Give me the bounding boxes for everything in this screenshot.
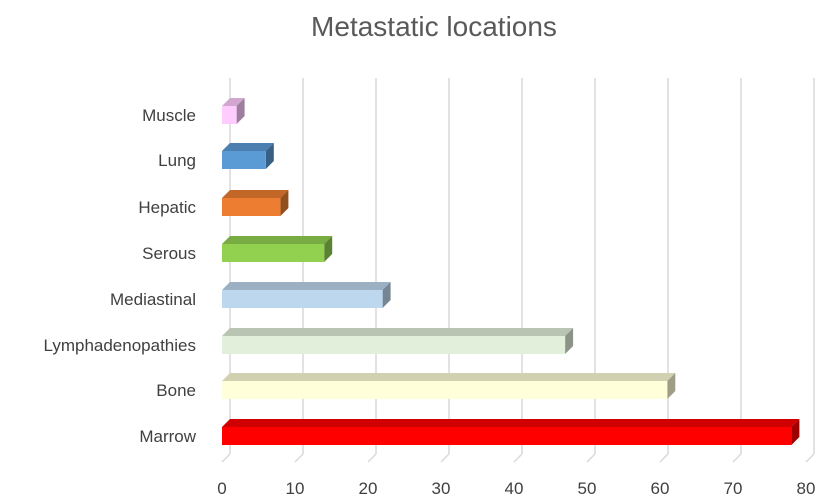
bar-muscle xyxy=(222,98,245,124)
bar-bone xyxy=(222,373,676,399)
gridline-floor xyxy=(294,453,304,463)
x-tick-label: 60 xyxy=(651,479,670,498)
chart-title: Metastatic locations xyxy=(311,11,557,42)
category-label: Marrow xyxy=(139,427,196,446)
category-labels: Marrow Bone Lymphadenopathies Mediastinal Se… xyxy=(44,106,197,446)
gridline-floor xyxy=(586,453,596,463)
bar-front-face xyxy=(222,290,383,308)
bar-top-face xyxy=(222,98,245,106)
gridline-floor xyxy=(659,453,669,463)
bar-side-face xyxy=(667,373,676,399)
bar-top-face xyxy=(222,143,274,151)
bar-side-face xyxy=(236,98,245,124)
bar-top-face xyxy=(222,190,289,198)
gridline-floor xyxy=(513,453,523,463)
x-tick-label: 20 xyxy=(359,479,378,498)
x-axis-tick-labels: 0 10 20 30 40 50 60 70 80 xyxy=(217,479,815,498)
gridlines xyxy=(221,78,815,463)
gridline-floor xyxy=(367,453,377,463)
bar-mediastinal xyxy=(222,282,391,308)
bar-front-face xyxy=(222,381,668,399)
bar-hepatic xyxy=(222,190,289,216)
bar-side-face xyxy=(324,236,333,262)
x-tick-label: 30 xyxy=(432,479,451,498)
bar-top-face xyxy=(222,282,391,290)
x-tick-label: 70 xyxy=(724,479,743,498)
bar-lymphadenopathies xyxy=(222,328,574,354)
x-tick-label: 0 xyxy=(217,479,226,498)
bar-front-face xyxy=(222,336,566,354)
bar-side-face xyxy=(280,190,289,216)
bar-front-face xyxy=(222,198,281,216)
bar-front-face xyxy=(222,427,792,445)
gridline-floor xyxy=(440,453,450,463)
bar-top-face xyxy=(222,328,574,336)
bar-side-face xyxy=(265,143,274,169)
x-tick-label: 80 xyxy=(797,479,816,498)
bar-serous xyxy=(222,236,333,262)
bar-side-face xyxy=(791,419,800,445)
bar-top-face xyxy=(222,419,800,427)
category-label: Lung xyxy=(158,151,196,170)
gridline-floor xyxy=(732,453,742,463)
bar-side-face xyxy=(382,282,391,308)
bar-top-face xyxy=(222,236,333,244)
x-tick-label: 40 xyxy=(505,479,524,498)
category-label: Lymphadenopathies xyxy=(44,336,197,355)
bar-front-face xyxy=(222,244,325,262)
category-label: Mediastinal xyxy=(110,290,196,309)
gridline-floor xyxy=(805,453,815,463)
category-label: Bone xyxy=(156,381,196,400)
x-tick-label: 10 xyxy=(286,479,305,498)
category-label: Muscle xyxy=(142,106,196,125)
category-label: Serous xyxy=(142,244,196,263)
bar-lung xyxy=(222,143,274,169)
gridline-floor xyxy=(221,453,231,463)
bars xyxy=(222,98,800,445)
bar-front-face xyxy=(222,151,266,169)
bar-front-face xyxy=(222,106,237,124)
bar-top-face xyxy=(222,373,676,381)
bar-side-face xyxy=(565,328,574,354)
category-label: Hepatic xyxy=(138,198,196,217)
x-tick-label: 50 xyxy=(578,479,597,498)
bar-marrow xyxy=(222,419,800,445)
